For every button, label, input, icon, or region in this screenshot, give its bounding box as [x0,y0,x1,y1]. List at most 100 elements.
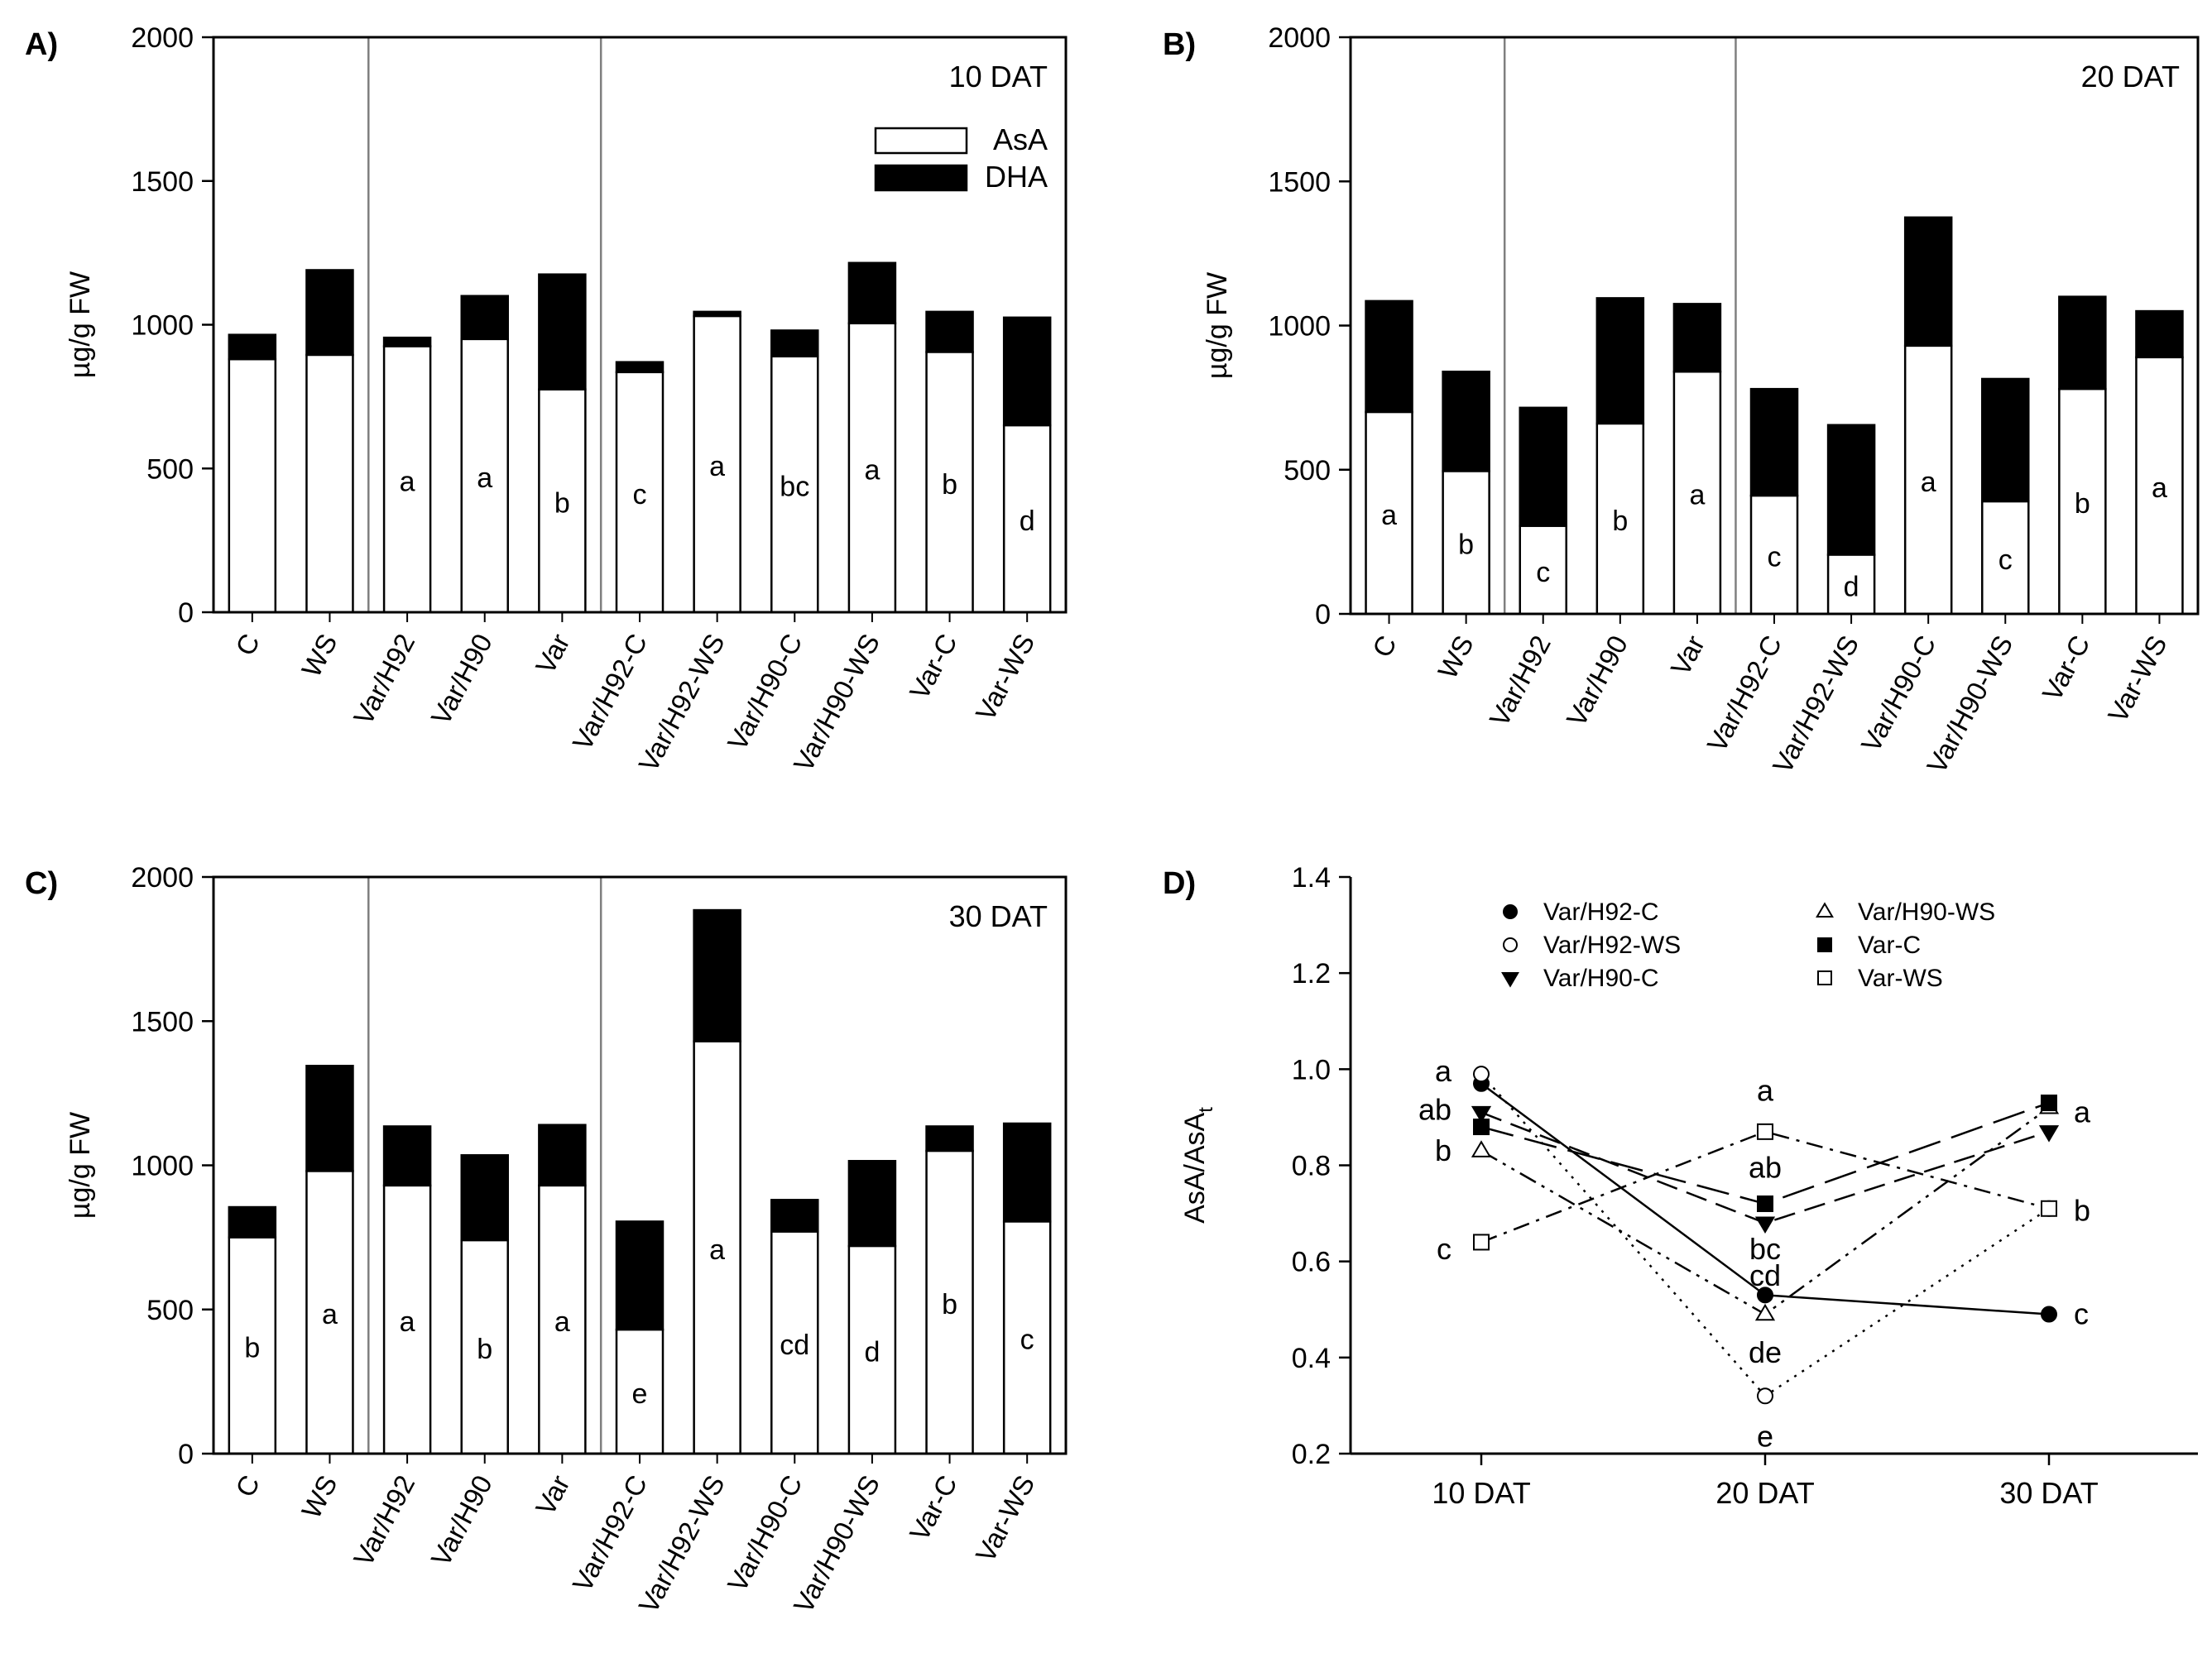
bar-dha [1002,316,1052,427]
significance-letter: ab [1418,1093,1451,1127]
significance-letter: a [554,1306,570,1338]
marker [1501,972,1519,988]
y-tick-label: 0.4 [1292,1343,1331,1374]
x-tick-label: Var-WS [970,1470,1041,1567]
bar-asa [1981,500,2030,616]
marker [1817,937,1832,952]
significance-letter: c [2074,1297,2089,1331]
significance-letter: d [1020,506,1035,537]
bar-dha [382,336,432,347]
legend: AsA DHA [874,122,1048,194]
significance-letter: d [864,1337,880,1368]
panel-label: A) [25,27,58,62]
bar-dha [2135,309,2184,359]
significance-letter: b [942,1289,957,1320]
significance-letter: b [2075,488,2090,520]
x-tick-label: Var/H90-C [1855,630,1942,757]
bar-dha [925,1125,974,1152]
x-tick-label: WS [295,629,343,682]
x-tick-label: Var/H92 [348,1470,420,1571]
panel-b: B) a Cb WS c Var/H92 b Var/H90 a Var c Var/H92-C d Va… [1163,22,2200,779]
significance-letter: bc [1749,1232,1781,1266]
x-tick-label: Var-WS [2102,630,2173,727]
series-Var/H90-C [1480,1111,2050,1224]
x-tick-label: 20 DAT [1715,1476,1814,1510]
bar-asa [693,1040,741,1455]
x-tick-label: 30 DAT [1999,1476,2098,1510]
y-tick-label: 1.4 [1292,862,1331,894]
marker [1754,1303,1776,1321]
x-tick-label: Var/H90 [1561,630,1634,731]
x-tick-label: Var/H92-C [1701,630,1787,757]
significance-letter: d [1844,571,1859,602]
significance-letter: b [1435,1133,1451,1167]
x-tick-label: Var [1664,630,1711,681]
significance-letter: a [709,451,725,482]
y-tick-label: 2000 [131,862,194,894]
x-tick-label: Var [530,1470,576,1521]
significance-letter: a [400,1306,415,1338]
significance-letter: cd [1749,1258,1781,1292]
bar-dha [615,1220,665,1331]
significance-letter: c [1536,557,1550,588]
significance-letter: de [1749,1335,1782,1369]
significance-letter: b [1458,530,1474,561]
series-line [1480,1111,2050,1224]
significance-letter: a [2074,1095,2091,1129]
x-tick-label: Var/H90-C [722,1470,809,1597]
significance-letter: b [244,1332,260,1363]
bar-dha [1903,216,1953,347]
bar-dha [228,333,277,361]
y-tick-label: 500 [146,453,194,485]
legend-label: Var/H90-WS [1858,898,1995,926]
y-tick-label: 1.2 [1292,958,1331,990]
x-tick-label: Var/H90 [425,629,498,730]
annotation: 20 DAT [2081,60,2180,93]
legend-label: DHA [985,160,1048,194]
panel-d: D) 0.2 0.4 0.6 0.8 1.0 1.2 1.4 10 DAT 20 DAT 30 DA… [1163,862,2198,1510]
legend-label: Var/H92-WS [1543,932,1681,959]
legend-label: Var-C [1858,932,1921,959]
significance-letter: ab [1749,1150,1782,1184]
marker [2038,1125,2060,1143]
bar-dha [1595,297,1645,425]
bar-dha [925,310,974,353]
bar-asa [770,355,819,614]
x-tick-label: C [229,1470,266,1502]
marker [1471,1140,1492,1157]
y-tick-label: 1.0 [1292,1054,1331,1085]
bar-dha [305,269,354,357]
y-tick-label: 2000 [131,22,194,54]
significance-letter: c [1020,1325,1034,1356]
bar-asa [305,1170,354,1455]
significance-letter: a [477,462,492,494]
x-tick-label: C [229,629,266,660]
y-tick-label: 0.2 [1292,1439,1331,1470]
bar-dha [538,1124,587,1187]
x-tick-label: Var [530,629,576,679]
legend-label: AsA [993,122,1048,156]
bar-asa [538,388,587,614]
marker [1757,1387,1773,1405]
bar-asa [382,345,432,614]
bar-asa [925,351,974,614]
y-tick-label: 0.8 [1292,1151,1331,1182]
bar-asa [305,353,354,614]
y-tick-label: 1000 [1268,311,1331,343]
significance-letter: a [864,454,880,486]
x-tick-label: WS [295,1470,343,1523]
significance-letter: c [1768,542,1782,573]
legend: Var/H92-C Var/H92-WS Var/H90-C Var/H90-WS Va… [1501,898,1995,992]
bar-dha [1519,406,1567,527]
bar-dha [770,1199,819,1233]
x-tick-label: Var/H92-C [566,629,653,755]
legend-label: Var-WS [1858,965,1943,992]
bar-dha [305,1065,354,1172]
bar-asa [228,357,277,614]
significance-letter: e [632,1378,648,1410]
marker [1816,902,1834,918]
bar-asa [1002,424,1052,614]
legend-label: Var/H90-C [1543,965,1658,992]
legend-swatch-asa [874,127,968,155]
bar-dha [1442,371,1490,472]
